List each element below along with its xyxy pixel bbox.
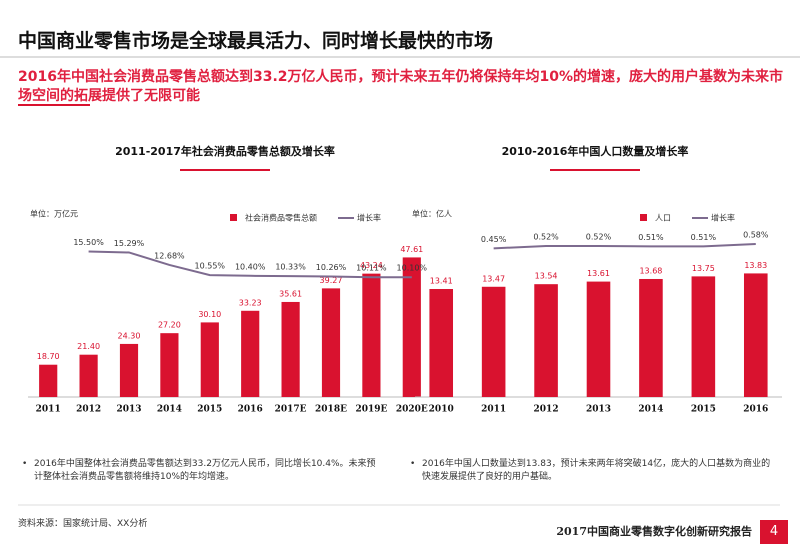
chart-title: 2011-2017年社会消费品零售总额及增长率 <box>115 144 335 158</box>
bar-value-label: 43.24 <box>360 261 383 270</box>
line-value-label: 0.58% <box>743 231 769 240</box>
x-tick-label: 2011 <box>36 405 61 415</box>
bar <box>429 289 454 397</box>
legend-label: 社会消费品零售总额 <box>245 213 317 223</box>
bar <box>321 288 341 397</box>
x-tick-label: 2013 <box>586 405 611 415</box>
line-value-label: 10.55% <box>195 262 226 271</box>
unit-label: 单位：亿人 <box>412 209 452 219</box>
bar <box>481 286 506 397</box>
note: 2016年中国整体社会消费品零售额达到33.2万亿元人民币，同比增长10.4%。… <box>22 458 384 484</box>
page-number: 4 <box>760 520 788 544</box>
x-tick-label: 2020E <box>396 405 428 415</box>
x-tick-label: 2016 <box>238 405 263 415</box>
bar <box>743 273 768 397</box>
line-value-label: 0.52% <box>586 233 612 242</box>
bar-value-label: 13.68 <box>639 266 662 275</box>
line-value-label: 10.33% <box>275 263 306 272</box>
source: 资料来源：国家统计局、XX分析 <box>18 519 148 529</box>
line-value-label: 10.11% <box>356 264 387 273</box>
bar-value-label: 13.47 <box>482 274 505 283</box>
bar-value-label: 18.70 <box>37 352 60 361</box>
bar <box>402 257 421 397</box>
bar <box>691 276 716 397</box>
bar-value-label: 30.10 <box>198 310 221 319</box>
bar <box>39 364 58 397</box>
bar-value-label: 13.75 <box>692 264 715 273</box>
x-tick-label: 2015 <box>691 405 716 415</box>
x-tick-label: 2010 <box>429 405 454 415</box>
x-tick-label: 2018E <box>315 405 347 415</box>
bar-value-label: 27.20 <box>158 321 181 330</box>
bar-value-label: 13.61 <box>587 269 610 278</box>
line-value-label: 12.68% <box>154 251 185 260</box>
line-value-label: 0.51% <box>638 233 664 242</box>
legend-swatch <box>640 214 647 221</box>
x-tick-label: 2012 <box>76 405 101 415</box>
line-value-label: 0.52% <box>533 233 559 242</box>
bar <box>200 322 219 397</box>
slide-title: 中国商业零售市场是全球最具活力、同时增长最快的市场 <box>18 30 494 52</box>
bar-value-label: 35.61 <box>279 289 302 298</box>
x-tick-label: 2016 <box>743 405 768 415</box>
legend-label: 增长率 <box>711 213 735 223</box>
x-tick-label: 2019E <box>355 405 387 415</box>
bar <box>79 354 98 397</box>
bar <box>534 284 558 397</box>
unit-label: 单位：万亿元 <box>30 209 78 219</box>
line-value-label: 10.40% <box>235 262 266 271</box>
bar <box>160 333 179 397</box>
line-value-label: 15.29% <box>114 239 145 248</box>
growth-line <box>88 250 412 279</box>
line-value-label: 10.26% <box>316 263 347 272</box>
bar-value-label: 24.30 <box>118 331 141 340</box>
legend-swatch <box>230 214 237 221</box>
chart-title: 2010-2016年中国人口数量及增长率 <box>502 144 689 158</box>
bar-value-label: 33.23 <box>239 298 262 307</box>
footer: 2017中国商业零售数字化创新研究报告 <box>556 525 752 538</box>
bar <box>362 273 381 397</box>
line-value-label: 10.10% <box>397 264 428 273</box>
bar <box>639 278 663 397</box>
bar-value-label: 47.61 <box>400 245 423 254</box>
line-value-label: 15.50% <box>73 238 104 247</box>
growth-line <box>493 243 756 250</box>
bar-value-label: 39.27 <box>320 276 343 285</box>
note: 2016年中国人口数量达到13.83，预计未来两年将突破14亿，庞大的人口基数为… <box>410 458 772 484</box>
bar <box>586 281 611 397</box>
bar <box>241 310 260 397</box>
line-value-label: 0.51% <box>691 233 717 242</box>
x-tick-label: 2011 <box>481 405 506 415</box>
legend-label: 人口 <box>655 214 671 223</box>
slide-subtitle: 2016年中国社会消费品零售总额达到33.2万亿人民币，预计未来五年仍将保持年均… <box>18 69 784 104</box>
x-tick-label: 2012 <box>534 405 559 415</box>
bar <box>119 343 139 397</box>
bar-value-label: 13.41 <box>430 277 453 286</box>
x-tick-label: 2014 <box>638 405 663 415</box>
line-value-label: 0.45% <box>481 235 507 244</box>
x-tick-label: 2013 <box>116 405 141 415</box>
x-tick-label: 2017E <box>275 405 307 415</box>
bar-value-label: 21.40 <box>77 342 100 351</box>
x-tick-label: 2014 <box>157 405 182 415</box>
legend-label: 增长率 <box>357 213 381 223</box>
x-tick-label: 2015 <box>197 405 222 415</box>
bar <box>281 301 300 397</box>
bar-value-label: 13.83 <box>744 261 767 270</box>
bar-value-label: 13.54 <box>535 272 558 281</box>
